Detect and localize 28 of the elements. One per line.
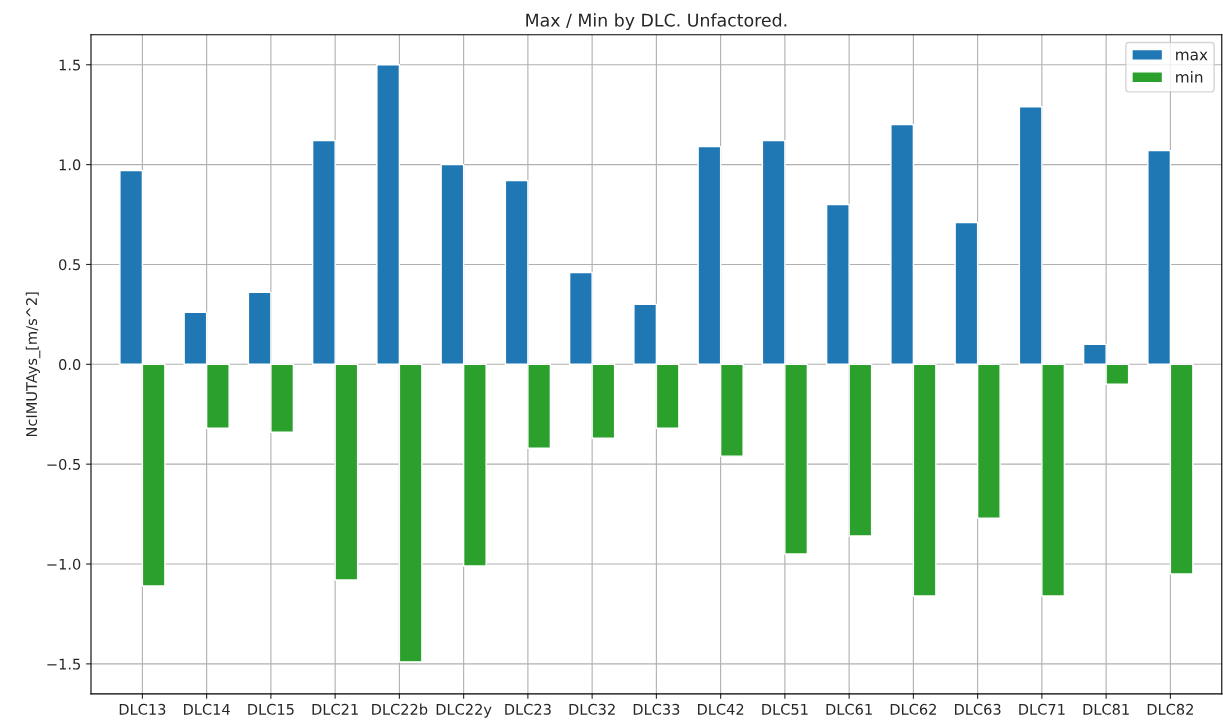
y-tick-label: −1.0 xyxy=(47,558,81,570)
x-tick-label: DLC14 xyxy=(184,703,230,715)
x-tick-label: DLC42 xyxy=(698,703,744,715)
x-tick-label: DLC71 xyxy=(1019,703,1065,715)
y-tick-label: 1.5 xyxy=(59,59,80,71)
x-tick-label: DLC63 xyxy=(955,703,1001,715)
x-tick-label: DLC22b xyxy=(372,703,428,715)
x-tick-label: DLC23 xyxy=(505,703,551,715)
x-tick-label: DLC13 xyxy=(119,703,166,715)
x-tick-label: DLC22y xyxy=(436,703,492,718)
y-tick-label: 0.5 xyxy=(59,259,80,271)
y-tick-label: 1.0 xyxy=(59,159,81,171)
x-tick-label: DLC32 xyxy=(569,703,615,715)
legend-label: max xyxy=(1176,51,1208,61)
y-axis-title: NcIMUTAys_[m/s^2] xyxy=(25,292,41,437)
legend-label: min xyxy=(1176,70,1203,83)
x-tick-label: DLC21 xyxy=(312,703,358,715)
x-tick-label: DLC15 xyxy=(248,703,294,715)
x-tick-label: DLC61 xyxy=(826,703,872,715)
x-tick-label: DLC33 xyxy=(633,703,680,715)
x-tick-label: DLC51 xyxy=(762,703,808,715)
y-tick-label: 0.0 xyxy=(59,359,81,371)
y-tick-label: −0.5 xyxy=(47,458,80,470)
x-tick-label: DLC81 xyxy=(1083,703,1129,715)
chart-title: Max / Min by DLC. Unfactored. xyxy=(526,13,787,31)
y-tick-label: −1.5 xyxy=(47,658,80,670)
x-tick-label: DLC82 xyxy=(1147,703,1193,715)
x-tick-label: DLC62 xyxy=(890,703,936,715)
